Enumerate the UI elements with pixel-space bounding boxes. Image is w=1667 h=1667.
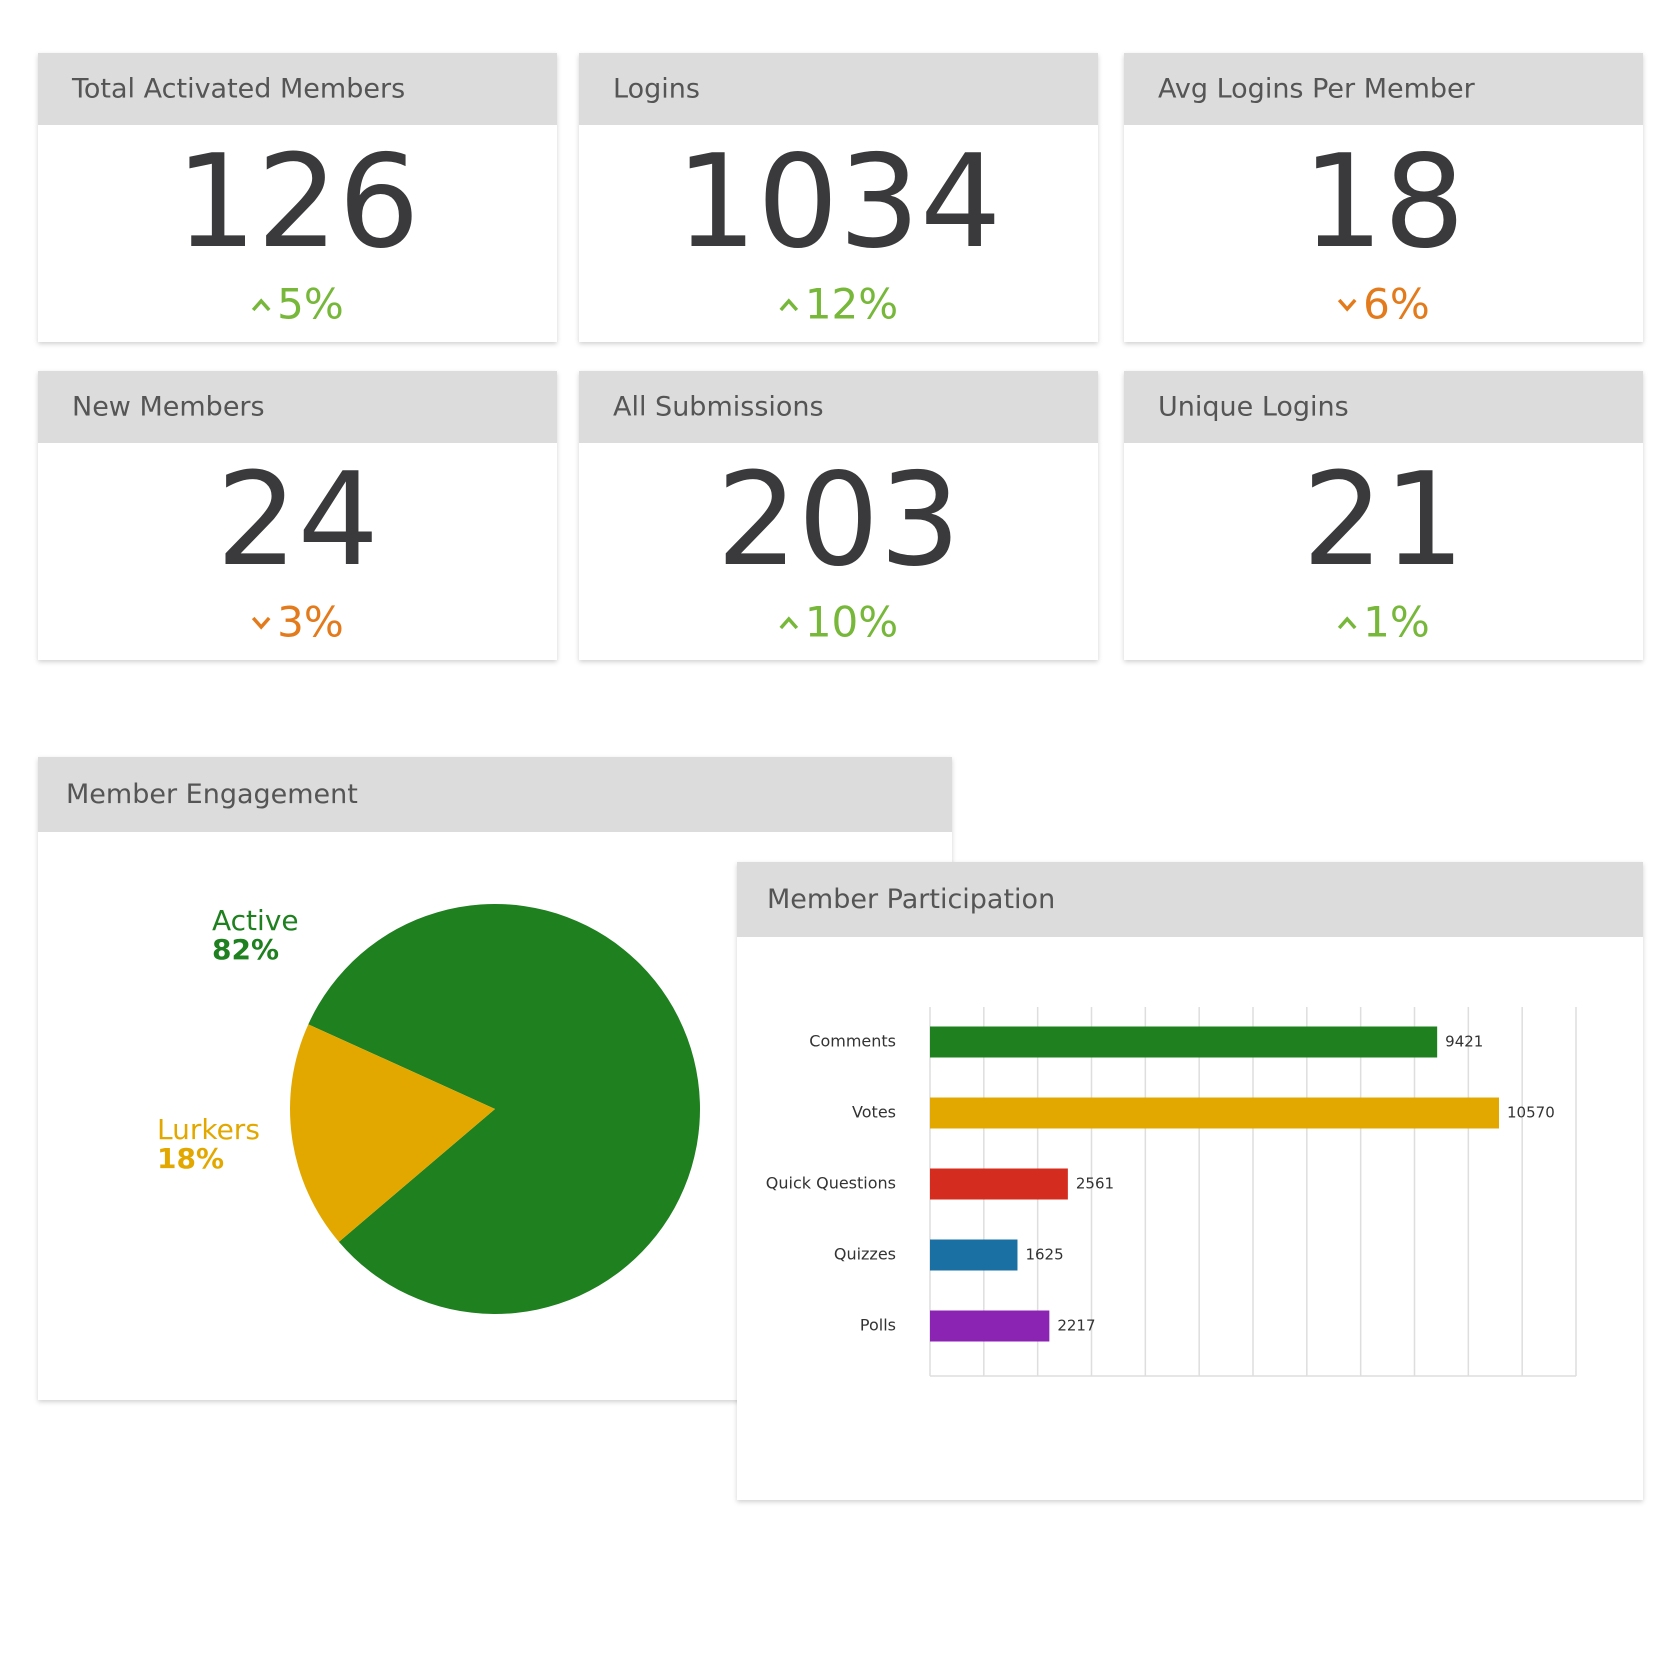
pie-slice — [290, 1024, 495, 1242]
kpi-change: 10% — [779, 598, 898, 647]
kpi-value: 21 — [1302, 446, 1465, 595]
slice-label: Active — [212, 904, 299, 937]
slice-value-label: 18% — [157, 1142, 224, 1175]
panel-header — [737, 862, 1643, 937]
panel-header — [579, 53, 1098, 125]
slice-value-label: 82% — [212, 933, 279, 966]
kpi-change: 3% — [251, 598, 344, 647]
kpi-change-text: 1% — [1363, 598, 1430, 647]
bar — [930, 1168, 1068, 1200]
panel-header — [1124, 371, 1643, 443]
kpi-value: 203 — [716, 446, 960, 595]
kpi-change: 5% — [251, 280, 344, 329]
panel-title: New Members — [72, 392, 265, 423]
panel-title: Unique Logins — [1158, 392, 1349, 423]
bar — [930, 1097, 1500, 1129]
panel-title: Member Engagement — [66, 779, 358, 810]
kpi-card: Unique Logins 211% — [1124, 371, 1643, 660]
kpi-change-text: 5% — [277, 280, 344, 329]
panel-title: Avg Logins Per Member — [1158, 74, 1476, 105]
y-tick-label: Comments — [809, 1032, 896, 1051]
kpi-change-text: 12% — [805, 280, 898, 329]
kpi-change: 6% — [1337, 280, 1430, 329]
trend-arrow — [1337, 298, 1357, 312]
participation-panel: Member Participation Comments 9421 Votes 105… — [737, 862, 1643, 1500]
value-label: 2561 — [1076, 1175, 1114, 1193]
kpi-value: 126 — [175, 128, 419, 277]
kpi-change-text: 3% — [277, 598, 344, 647]
y-tick-label: Quizzes — [834, 1245, 896, 1264]
panel — [737, 862, 1643, 1500]
trend-arrow — [779, 616, 799, 630]
trend-arrow — [251, 616, 271, 630]
panel-header — [1124, 53, 1643, 125]
kpi-card: New Members 243% — [38, 371, 557, 660]
trend-arrow — [251, 298, 271, 312]
slice-label: Lurkers — [157, 1113, 260, 1146]
panel-header — [579, 371, 1098, 443]
bar — [930, 1310, 1050, 1342]
kpi-change: 12% — [779, 280, 898, 329]
panel-title: Member Participation — [767, 884, 1055, 915]
bar — [930, 1239, 1018, 1271]
trend-arrow — [1337, 616, 1357, 630]
panel-header — [38, 53, 557, 125]
panel-title: Total Activated Members — [71, 74, 405, 105]
kpi-change: 1% — [1337, 598, 1430, 647]
y-tick-label: Quick Questions — [766, 1174, 896, 1193]
value-label: 2217 — [1057, 1317, 1095, 1335]
kpi-value: 1034 — [676, 128, 1002, 277]
kpi-change-text: 10% — [805, 598, 898, 647]
panel-title: All Submissions — [613, 392, 824, 423]
y-tick-label: Votes — [852, 1103, 896, 1122]
trend-arrow — [779, 298, 799, 312]
panel-header — [38, 371, 557, 443]
kpi-change-text: 6% — [1363, 280, 1430, 329]
panel-header — [38, 757, 952, 832]
kpi-card: Avg Logins Per Member 186% — [1124, 53, 1643, 342]
kpi-value: 18 — [1302, 128, 1465, 277]
y-tick-label: Polls — [860, 1316, 896, 1335]
bar — [930, 1026, 1438, 1058]
kpi-value: 24 — [216, 446, 379, 595]
value-label: 1625 — [1025, 1246, 1063, 1264]
pie-slice — [308, 903, 700, 1314]
value-label: 10570 — [1507, 1104, 1555, 1122]
panel-title: Logins — [613, 74, 700, 105]
value-label: 9421 — [1445, 1033, 1483, 1051]
